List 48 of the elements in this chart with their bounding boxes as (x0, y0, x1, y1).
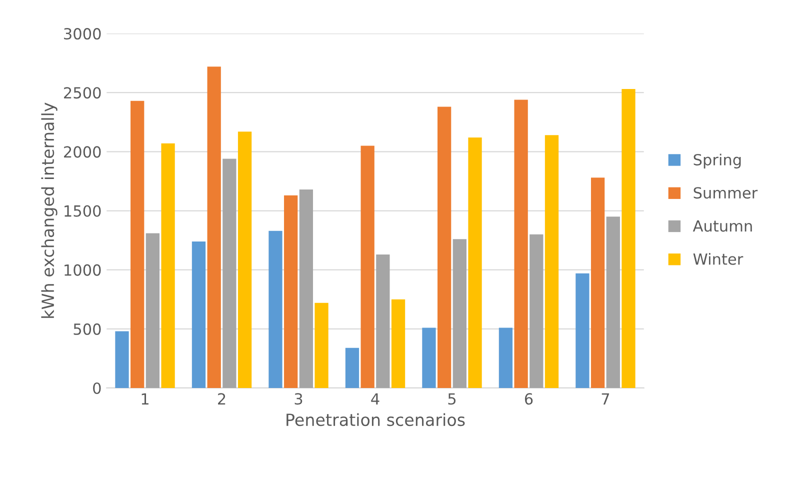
x-tick-label: 4 (371, 393, 380, 404)
legend-label: Spring (694, 154, 741, 168)
bar (222, 158, 236, 388)
x-tick-label: 3 (294, 393, 302, 405)
bar (161, 143, 175, 388)
x-axis-title: Penetration scenarios (286, 413, 465, 426)
y-tick-label: 500 (74, 323, 101, 335)
bar (530, 234, 544, 388)
bar (422, 328, 436, 388)
bar (391, 299, 406, 388)
bar (192, 241, 206, 388)
x-tick-label: 1 (142, 393, 148, 404)
y-tick-label: 1000 (64, 264, 101, 276)
x-tick-label: 7 (602, 393, 610, 404)
bar (576, 273, 590, 388)
bar (452, 239, 466, 388)
bar (498, 328, 513, 388)
bar (130, 100, 144, 388)
bar (345, 348, 360, 388)
bar (622, 89, 636, 388)
y-tick-label: 2500 (64, 87, 101, 99)
x-tick-label: 6 (524, 393, 533, 405)
bar (268, 230, 282, 388)
bar (284, 195, 298, 388)
legend-label: Autumn (692, 220, 752, 232)
bar (590, 178, 605, 388)
bar (544, 135, 559, 388)
y-tick-label: 1500 (64, 205, 101, 217)
y-tick-label: 0 (93, 382, 101, 394)
x-tick-label: 5 (448, 393, 456, 405)
bar (314, 302, 328, 388)
y-axis-title: kWh exchanged internally (41, 102, 58, 318)
bar (207, 66, 221, 388)
legend-label: Winter (693, 253, 744, 265)
bar (376, 254, 390, 388)
bar (115, 331, 129, 388)
x-tick-label: 2 (218, 393, 226, 404)
legend-label: Summer (694, 187, 758, 199)
bar (437, 106, 452, 388)
bar (238, 132, 252, 388)
bar (606, 216, 620, 388)
bar (360, 146, 374, 388)
bar (146, 233, 160, 388)
bar (299, 189, 314, 388)
y-tick-label: 3000 (64, 28, 101, 40)
bar (468, 138, 482, 388)
y-tick-label: 2000 (64, 146, 101, 158)
bar (514, 100, 528, 388)
